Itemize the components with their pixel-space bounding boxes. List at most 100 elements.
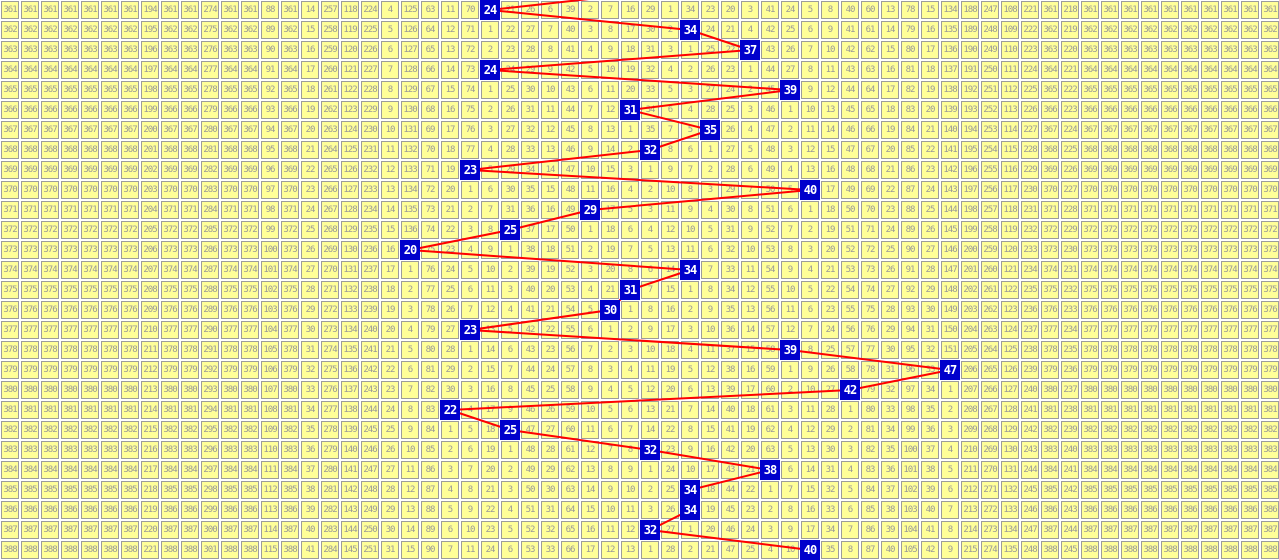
miss-count-cell: 2 [461,201,479,219]
miss-count-cell: 380 [221,381,239,399]
miss-count-cell: 271 [981,481,999,499]
miss-count-cell: 43 [761,41,779,59]
miss-count-cell: 361 [21,1,39,19]
miss-count-cell: 36 [881,461,899,479]
miss-count-cell: 386 [181,501,199,519]
miss-count-cell: 388 [181,541,199,559]
miss-count-cell: 384 [1161,461,1179,479]
miss-count-cell: 125 [401,1,419,19]
miss-count-cell: 141 [341,461,359,479]
miss-count-cell: 20 [881,141,899,159]
miss-count-cell: 371 [1241,201,1259,219]
miss-count-cell: 4 [701,201,719,219]
miss-count-cell: 14 [381,201,399,219]
miss-count-cell: 16 [921,21,939,39]
miss-count-cell: 3 [761,521,779,539]
miss-count-cell: 7 [441,541,459,559]
miss-count-cell: 7 [481,201,499,219]
miss-count-cell: 262 [321,101,339,119]
miss-count-cell: 79 [421,321,439,339]
miss-count-cell: 384 [1261,461,1279,479]
miss-count-cell: 377 [221,321,239,339]
drawn-number-cell: 23 [460,160,480,180]
miss-count-cell: 144 [341,521,359,539]
miss-count-cell: 364 [181,61,199,79]
miss-count-cell: 202 [961,281,979,299]
miss-count-cell: 39 [881,521,899,539]
miss-count-cell: 29 [881,321,899,339]
miss-count-cell: 374 [161,261,179,279]
miss-count-cell: 380 [241,381,259,399]
miss-count-cell: 365 [1221,81,1239,99]
miss-count-cell: 363 [1221,41,1239,59]
miss-count-cell: 63 [421,1,439,19]
miss-count-cell: 6 [741,161,759,179]
miss-count-cell: 20 [601,261,619,279]
miss-count-cell: 109 [261,421,279,439]
miss-count-cell: 230 [1061,241,1079,259]
miss-count-cell: 18 [621,41,639,59]
miss-count-cell: 98 [261,201,279,219]
miss-count-cell: 380 [1101,381,1119,399]
miss-count-cell: 388 [1181,541,1199,559]
miss-count-cell: 388 [1081,541,1099,559]
miss-count-cell: 90 [901,241,919,259]
miss-count-cell: 386 [1261,501,1279,519]
miss-count-cell: 52 [841,241,859,259]
miss-count-cell: 363 [1101,41,1119,59]
miss-count-cell: 8 [781,241,799,259]
miss-count-cell: 53 [761,241,779,259]
miss-count-cell: 141 [941,141,959,159]
miss-count-cell: 383 [21,441,39,459]
miss-count-cell: 7 [801,41,819,59]
miss-count-cell: 361 [1201,1,1219,19]
miss-count-cell: 4 [481,141,499,159]
miss-count-cell: 369 [21,161,39,179]
miss-count-cell: 385 [81,481,99,499]
miss-count-cell: 380 [1141,381,1159,399]
miss-count-cell: 381 [1121,401,1139,419]
miss-count-cell: 274 [321,341,339,359]
miss-count-cell: 268 [321,221,339,239]
miss-count-cell: 23 [881,201,899,219]
miss-count-cell: 221 [141,541,159,559]
miss-count-cell: 380 [21,381,39,399]
miss-count-cell: 217 [141,461,159,479]
miss-count-cell: 145 [341,541,359,559]
miss-count-cell: 383 [1121,441,1139,459]
miss-count-cell: 368 [281,141,299,159]
miss-count-cell: 11 [821,61,839,79]
miss-count-cell: 24 [501,61,519,79]
miss-count-cell: 378 [81,341,99,359]
miss-count-cell: 373 [1121,241,1139,259]
miss-count-cell: 7 [461,301,479,319]
miss-count-cell: 133 [1001,501,1019,519]
miss-count-cell: 66 [861,121,879,139]
miss-count-cell: 83 [421,401,439,419]
miss-count-cell: 386 [61,501,79,519]
miss-count-cell: 281 [321,481,339,499]
miss-count-cell: 378 [41,341,59,359]
miss-count-cell: 34 [881,421,899,439]
miss-count-cell: 7 [681,161,699,179]
miss-count-cell: 134 [1001,521,1019,539]
miss-count-cell: 39 [921,481,939,499]
miss-count-cell: 373 [41,241,59,259]
miss-count-cell: 135 [941,21,959,39]
miss-count-cell: 377 [241,321,259,339]
miss-count-cell: 387 [1161,521,1179,539]
miss-count-cell: 382 [1101,421,1119,439]
miss-count-cell: 387 [121,521,139,539]
miss-count-cell: 362 [221,21,239,39]
miss-count-cell: 30 [821,441,839,459]
miss-count-cell: 236 [361,241,379,259]
miss-count-cell: 2 [681,301,699,319]
miss-count-cell: 143 [941,181,959,199]
miss-count-cell: 32 [721,241,739,259]
miss-count-cell: 137 [341,381,359,399]
miss-count-cell: 370 [1161,181,1179,199]
miss-count-cell: 383 [281,441,299,459]
miss-count-cell: 384 [221,461,239,479]
miss-count-cell: 28 [441,341,459,359]
miss-count-cell: 388 [1041,541,1059,559]
